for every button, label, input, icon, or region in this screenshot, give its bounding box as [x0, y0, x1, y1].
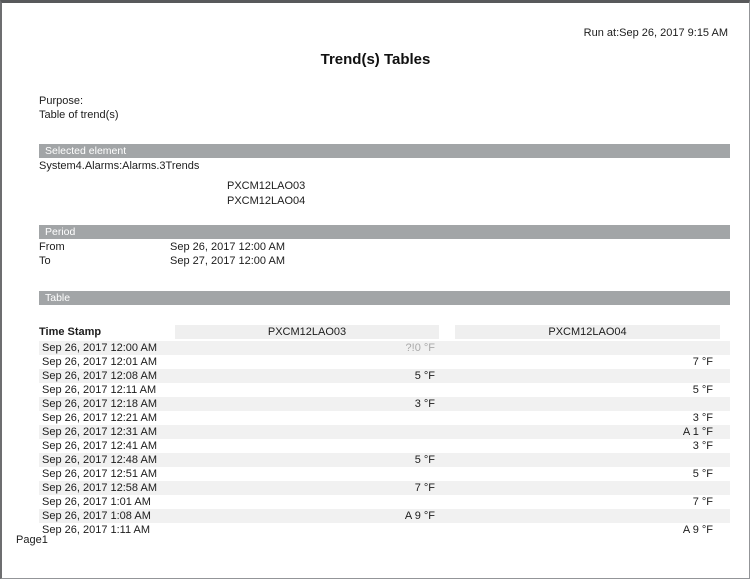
- purpose-block: Purpose: Table of trend(s): [39, 94, 118, 122]
- row-value-pxcm12lao03: 5 °F: [414, 370, 435, 382]
- row-value-pxcm12lao04: 3 °F: [692, 440, 713, 452]
- period-to-label: To: [39, 255, 51, 267]
- row-timestamp: Sep 26, 2017 12:00 AM: [42, 342, 157, 354]
- table-row: Sep 26, 2017 12:58 AM 7 °F: [39, 481, 730, 495]
- period-to-value: Sep 27, 2017 12:00 AM: [170, 255, 285, 267]
- section-header-selected-element: Selected element: [39, 144, 730, 158]
- row-timestamp: Sep 26, 2017 12:01 AM: [42, 356, 157, 368]
- table-row: Sep 26, 2017 12:18 AM 3 °F: [39, 397, 730, 411]
- row-value-pxcm12lao03: ?!0 °F: [405, 342, 435, 354]
- column-header-pxcm12lao03: PXCM12LAO03: [175, 325, 439, 339]
- row-value-pxcm12lao04: 7 °F: [692, 496, 713, 508]
- row-value-pxcm12lao04: 7 °F: [692, 356, 713, 368]
- row-timestamp: Sep 26, 2017 12:58 AM: [42, 482, 157, 494]
- selected-element-path: System4.Alarms:Alarms.3Trends: [39, 160, 200, 172]
- row-value-pxcm12lao03: 7 °F: [414, 482, 435, 494]
- page-number: Page1: [16, 534, 48, 546]
- row-value-pxcm12lao04: A 9 °F: [682, 524, 713, 536]
- report-title: Trend(s) Tables: [320, 51, 431, 68]
- table-row: Sep 26, 2017 12:21 AM 3 °F: [39, 411, 730, 425]
- table-row: Sep 26, 2017 12:31 AM A 1 °F: [39, 425, 730, 439]
- table-row: Sep 26, 2017 12:51 AM 5 °F: [39, 467, 730, 481]
- period-row-from: From Sep 26, 2017 12:00 AM: [39, 240, 285, 254]
- trend-name: PXCM12LAO04: [227, 195, 306, 207]
- purpose-label: Purpose:: [39, 95, 84, 107]
- table-body: Sep 26, 2017 12:00 AM ?!0 °F Sep 26, 2017 …: [39, 341, 730, 537]
- row-timestamp: Sep 26, 2017 12:21 AM: [42, 412, 157, 424]
- row-timestamp: Sep 26, 2017 12:31 AM: [42, 426, 157, 438]
- row-value-pxcm12lao03: 5 °F: [414, 454, 435, 466]
- period-from-value: Sep 26, 2017 12:00 AM: [170, 241, 285, 253]
- table-row: Sep 26, 2017 12:11 AM 5 °F: [39, 383, 730, 397]
- row-value-pxcm12lao03: A 9 °F: [404, 510, 435, 522]
- table-row: Sep 26, 2017 1:01 AM 7 °F: [39, 495, 730, 509]
- table-row: Sep 26, 2017 12:01 AM 7 °F: [39, 355, 730, 369]
- row-timestamp: Sep 26, 2017 12:51 AM: [42, 468, 157, 480]
- column-header-pxcm12lao04: PXCM12LAO04: [455, 325, 720, 339]
- row-value-pxcm12lao04: 5 °F: [692, 468, 713, 480]
- run-at-timestamp: Run at:Sep 26, 2017 9:15 AM: [583, 27, 728, 39]
- period-from-label: From: [39, 241, 65, 253]
- row-timestamp: Sep 26, 2017 12:11 AM: [42, 384, 157, 396]
- table-row: Sep 26, 2017 12:41 AM 3 °F: [39, 439, 730, 453]
- period-row-to: To Sep 27, 2017 12:00 AM: [39, 254, 285, 268]
- row-value-pxcm12lao04: 5 °F: [692, 384, 713, 396]
- purpose-value: Table of trend(s): [39, 109, 119, 121]
- row-timestamp: Sep 26, 2017 12:41 AM: [42, 440, 157, 452]
- column-header-timestamp: Time Stamp: [39, 326, 102, 338]
- row-value-pxcm12lao03: 3 °F: [414, 398, 435, 410]
- table-row: Sep 26, 2017 1:11 AM A 9 °F: [39, 523, 730, 537]
- row-timestamp: Sep 26, 2017 1:01 AM: [42, 496, 151, 508]
- table-row: Sep 26, 2017 12:00 AM ?!0 °F: [39, 341, 730, 355]
- table-row: Sep 26, 2017 1:08 AM A 9 °F: [39, 509, 730, 523]
- selected-trend-list: PXCM12LAO03 PXCM12LAO04: [227, 179, 305, 209]
- section-header-table: Table: [39, 291, 730, 305]
- table-row: Sep 26, 2017 12:48 AM 5 °F: [39, 453, 730, 467]
- period-block: From Sep 26, 2017 12:00 AM To Sep 27, 20…: [39, 240, 285, 268]
- row-value-pxcm12lao04: 3 °F: [692, 412, 713, 424]
- table-header-row: Time Stamp PXCM12LAO03 PXCM12LAO04: [39, 325, 730, 339]
- row-timestamp: Sep 26, 2017 12:48 AM: [42, 454, 157, 466]
- row-value-pxcm12lao04: A 1 °F: [682, 426, 713, 438]
- section-header-period: Period: [39, 225, 730, 239]
- row-timestamp: Sep 26, 2017 12:08 AM: [42, 370, 157, 382]
- row-timestamp: Sep 26, 2017 1:11 AM: [42, 524, 151, 536]
- trend-name: PXCM12LAO03: [227, 180, 306, 192]
- row-timestamp: Sep 26, 2017 12:18 AM: [42, 398, 157, 410]
- row-timestamp: Sep 26, 2017 1:08 AM: [42, 510, 151, 522]
- table-row: Sep 26, 2017 12:08 AM 5 °F: [39, 369, 730, 383]
